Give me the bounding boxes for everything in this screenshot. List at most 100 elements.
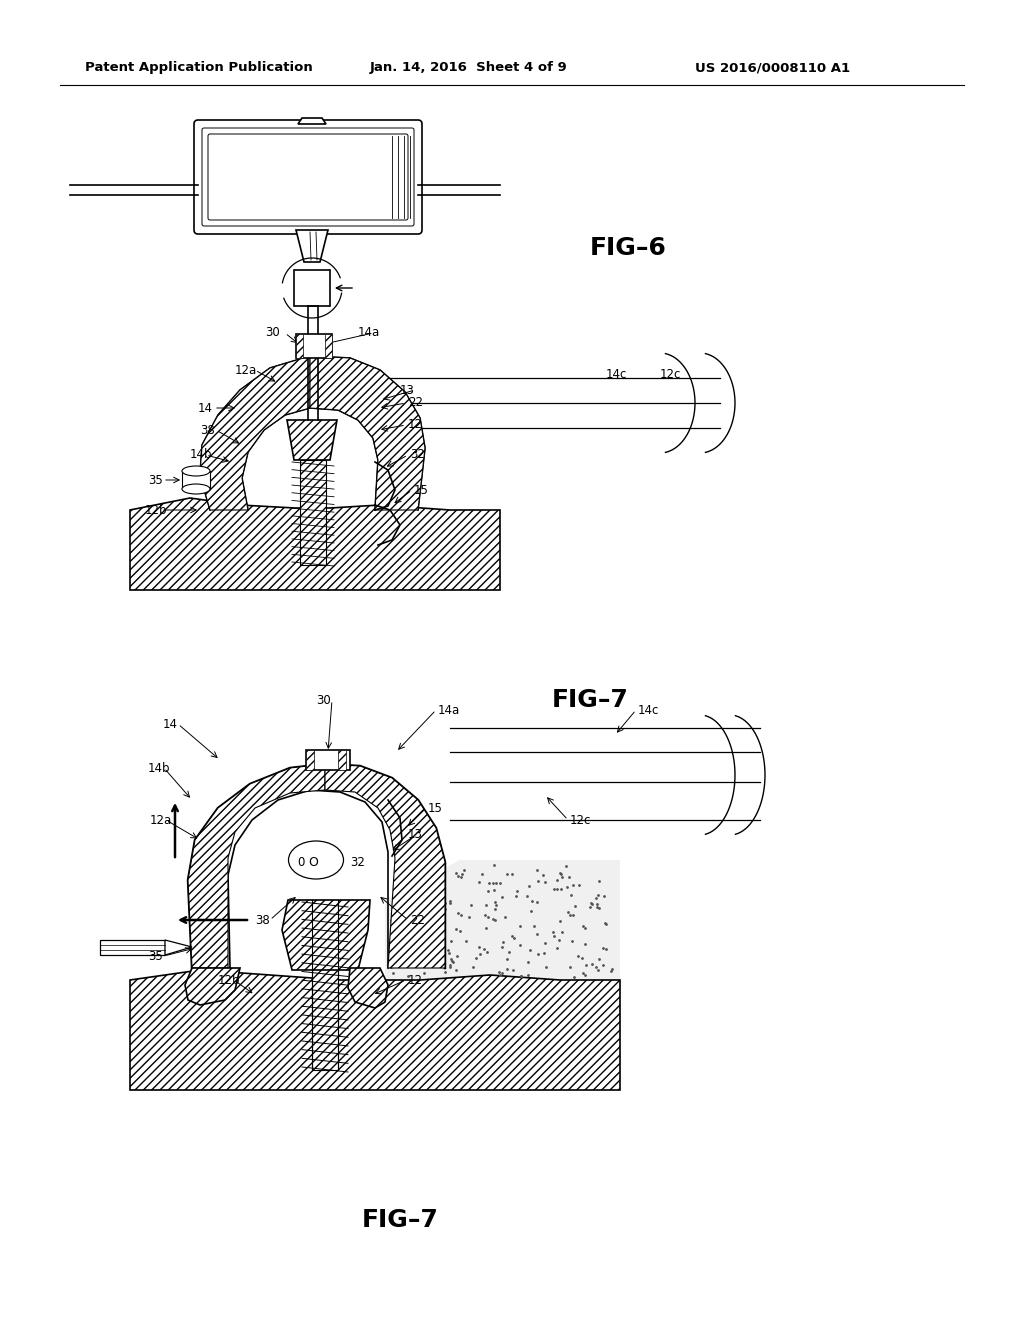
Polygon shape xyxy=(338,750,346,770)
Bar xyxy=(306,750,350,770)
Point xyxy=(552,909,568,931)
Point xyxy=(584,892,600,913)
Point xyxy=(478,941,495,962)
Point xyxy=(439,940,456,961)
Point xyxy=(493,873,509,894)
Point xyxy=(385,903,401,924)
Text: 12: 12 xyxy=(408,418,423,432)
Point xyxy=(577,933,593,954)
Point xyxy=(522,900,539,921)
Point xyxy=(441,956,458,977)
Polygon shape xyxy=(312,900,338,1071)
Ellipse shape xyxy=(182,484,210,494)
Point xyxy=(450,946,466,968)
Point xyxy=(485,879,502,900)
Point xyxy=(604,958,621,979)
Text: 14b: 14b xyxy=(148,762,171,775)
Point xyxy=(468,948,484,969)
Text: 12a: 12a xyxy=(234,363,257,376)
FancyBboxPatch shape xyxy=(194,120,422,234)
Point xyxy=(487,894,504,915)
Point xyxy=(513,965,529,986)
Point xyxy=(447,960,464,981)
Point xyxy=(530,942,547,964)
Polygon shape xyxy=(165,940,193,954)
Point xyxy=(430,932,446,953)
Point xyxy=(564,904,581,925)
Text: 30: 30 xyxy=(265,326,280,339)
Point xyxy=(577,917,593,939)
Point xyxy=(487,899,504,920)
Text: 30: 30 xyxy=(316,693,331,706)
Text: 13: 13 xyxy=(400,384,415,396)
Point xyxy=(591,871,607,892)
Point xyxy=(437,892,454,913)
Text: 15: 15 xyxy=(428,801,442,814)
Point xyxy=(383,909,399,931)
Polygon shape xyxy=(200,356,310,510)
Text: Jan. 14, 2016  Sheet 4 of 9: Jan. 14, 2016 Sheet 4 of 9 xyxy=(370,62,567,74)
Point xyxy=(519,965,536,986)
Text: 14: 14 xyxy=(198,401,213,414)
Point xyxy=(456,859,472,880)
Point xyxy=(434,935,451,956)
Point xyxy=(564,931,581,952)
Point xyxy=(509,880,525,902)
Point xyxy=(579,954,595,975)
Point xyxy=(494,936,510,957)
Point xyxy=(561,867,578,888)
Bar xyxy=(294,271,330,306)
Point xyxy=(603,961,620,982)
Text: 22: 22 xyxy=(410,913,425,927)
Point xyxy=(387,859,403,880)
Point xyxy=(519,886,536,907)
Point xyxy=(470,937,486,958)
Point xyxy=(476,939,493,960)
Point xyxy=(501,942,517,964)
Point xyxy=(492,964,508,985)
Point xyxy=(535,865,551,886)
Point xyxy=(389,862,406,883)
Point xyxy=(450,902,466,923)
Point xyxy=(559,902,575,923)
Point xyxy=(451,866,467,887)
Point xyxy=(538,956,554,977)
Point xyxy=(485,854,502,875)
Point xyxy=(537,871,553,892)
Point xyxy=(449,919,465,940)
Point xyxy=(496,931,512,952)
Point xyxy=(584,954,600,975)
Polygon shape xyxy=(310,356,425,510)
Polygon shape xyxy=(282,900,370,970)
Point xyxy=(396,915,413,936)
Point xyxy=(499,863,515,884)
Point xyxy=(478,917,495,939)
Point xyxy=(561,904,578,925)
Point xyxy=(554,921,570,942)
Text: 15: 15 xyxy=(414,483,429,496)
Text: 14c: 14c xyxy=(606,368,628,381)
Point xyxy=(529,924,546,945)
Point xyxy=(530,870,547,891)
Bar xyxy=(296,334,332,358)
Point xyxy=(546,879,562,900)
Point xyxy=(495,962,511,983)
Point xyxy=(591,949,607,970)
Point xyxy=(585,894,601,915)
Point xyxy=(598,939,614,960)
Text: 22: 22 xyxy=(408,396,423,409)
Point xyxy=(411,912,427,933)
Point xyxy=(582,896,598,917)
Point xyxy=(549,869,565,890)
Point xyxy=(435,858,452,879)
Point xyxy=(401,898,418,919)
Polygon shape xyxy=(188,764,325,968)
Point xyxy=(454,863,470,884)
Polygon shape xyxy=(298,117,326,124)
Point xyxy=(575,915,592,936)
Point xyxy=(478,895,495,916)
Text: FIG–6: FIG–6 xyxy=(590,236,667,260)
Point xyxy=(571,875,588,896)
Point xyxy=(500,948,516,969)
Polygon shape xyxy=(385,861,620,979)
